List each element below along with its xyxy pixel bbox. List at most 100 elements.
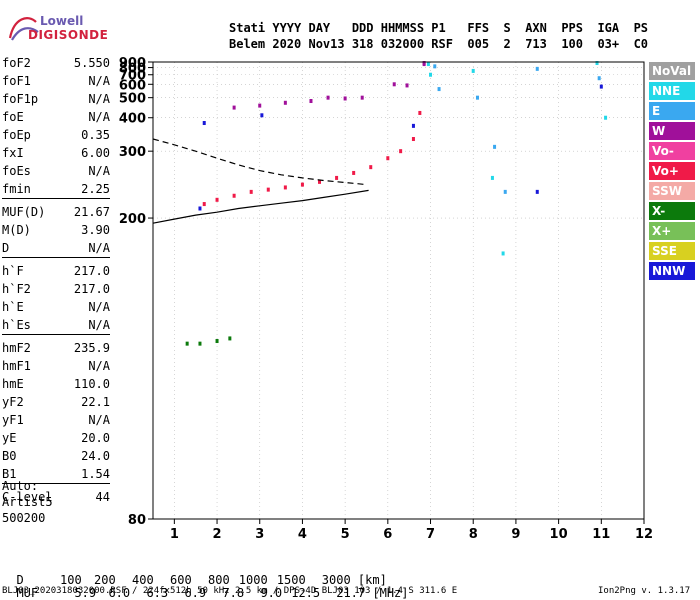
echo-point xyxy=(437,87,441,92)
param-value: N/A xyxy=(88,241,110,255)
auto-line-2: Artist5 xyxy=(2,495,53,509)
param-row: foF2 5.550 xyxy=(2,54,110,72)
param-label: foF1p xyxy=(2,92,39,106)
x-tick-label: 5 xyxy=(341,527,350,542)
y-tick-label: 80 xyxy=(128,513,146,528)
x-tick-label: 3 xyxy=(255,527,264,542)
echo-point xyxy=(422,61,426,66)
muf-value: 21.7 xyxy=(336,586,366,600)
param-value: N/A xyxy=(88,413,110,427)
param-label: h`F2 xyxy=(2,282,31,296)
param-value: 44 xyxy=(95,490,110,504)
echo-point xyxy=(501,251,505,256)
echo-point xyxy=(215,339,219,344)
footer-version: Ion2Png v. 1.3.17 xyxy=(598,586,691,596)
param-value: 6.00 xyxy=(81,146,110,160)
param-row: yE 20.0 xyxy=(2,429,110,447)
grid-lines xyxy=(153,61,645,520)
echo-point xyxy=(471,68,475,73)
echo-point xyxy=(493,144,497,149)
echo-point xyxy=(283,100,287,105)
echo-point xyxy=(369,165,373,170)
param-row: fxI 6.00 xyxy=(2,144,110,162)
auto-line-3: 500200 xyxy=(2,511,46,525)
echo-point xyxy=(595,61,599,66)
x-tick-label: 12 xyxy=(635,527,653,542)
x-tick-label: 11 xyxy=(592,527,610,542)
legend-item: SSW xyxy=(649,182,695,200)
param-row: h`F 217.0 xyxy=(2,262,110,280)
param-value: 1.54 xyxy=(81,467,110,481)
x-tick-label: 2 xyxy=(213,527,222,542)
muf-unit: [MHz] xyxy=(365,586,409,600)
param-label: foF2 xyxy=(2,56,31,70)
echo-point xyxy=(535,66,539,71)
legend-item: NNE xyxy=(649,82,695,100)
param-value: 3.90 xyxy=(81,223,110,237)
x-tick-label: 1 xyxy=(170,527,179,542)
legend-item: SSE xyxy=(649,242,695,260)
y-tick-label: 400 xyxy=(119,112,146,127)
echo-point xyxy=(352,170,356,175)
param-label: h`E xyxy=(2,300,24,314)
y-tick-label: 300 xyxy=(119,145,146,160)
param-value: 217.0 xyxy=(73,264,110,278)
param-value: N/A xyxy=(88,359,110,373)
param-row: D N/A xyxy=(2,239,110,258)
param-label: yF1 xyxy=(2,413,24,427)
echo-point xyxy=(411,123,415,128)
echo-point xyxy=(232,193,236,198)
x-tick-label: 9 xyxy=(511,527,520,542)
muf-row: MUF 5.9 6.0 6.3 6.9 7.8 9.0 12.5 21.7 [MHz] xyxy=(2,572,409,600)
param-value: 21.67 xyxy=(73,205,110,219)
param-row: MUF(D) 21.67 xyxy=(2,203,110,221)
param-row: foF1p N/A xyxy=(2,90,110,108)
echo-point xyxy=(597,76,601,81)
legend-item: X- xyxy=(649,202,695,220)
param-label: foEs xyxy=(2,164,31,178)
param-label: foF1 xyxy=(2,74,31,88)
echo-point xyxy=(300,182,304,187)
param-row: foEs N/A xyxy=(2,162,110,180)
dashed-model-curve xyxy=(152,138,367,186)
echo-point xyxy=(249,189,253,194)
echo-point xyxy=(422,62,426,67)
echo-point xyxy=(360,95,364,100)
muf-value: 9.0 xyxy=(260,586,283,600)
param-label: B0 xyxy=(2,449,17,463)
echo-point xyxy=(343,96,347,101)
param-label: foEp xyxy=(2,128,31,142)
echo-point xyxy=(399,149,403,154)
echo-point xyxy=(202,121,206,126)
y-tick-label: 200 xyxy=(119,212,146,227)
param-row: hmF1 N/A xyxy=(2,357,110,375)
solid-model-curve xyxy=(152,189,369,224)
echo-point xyxy=(405,83,409,88)
param-value: N/A xyxy=(88,92,110,106)
param-label: yE xyxy=(2,431,17,445)
param-label: yF2 xyxy=(2,395,24,409)
echo-point xyxy=(392,82,396,87)
polarization-legend: NoVal NNE E W Vo- Vo+ SSW X- X+ SSE NNW xyxy=(649,62,695,282)
x-tick-label: 7 xyxy=(426,527,435,542)
model-curves xyxy=(152,138,369,224)
echo-point xyxy=(599,84,603,89)
param-row: h`F2 217.0 xyxy=(2,280,110,298)
echo-point xyxy=(426,62,430,67)
echo-point xyxy=(490,175,494,180)
muf-value: 6.0 xyxy=(108,586,131,600)
x-tick-label: 4 xyxy=(298,527,307,542)
param-label: MUF(D) xyxy=(2,205,46,219)
param-row: foEp 0.35 xyxy=(2,126,110,144)
echo-traces xyxy=(185,61,608,346)
distance-unit: [km] xyxy=(350,573,387,587)
param-value: N/A xyxy=(88,164,110,178)
param-label: hmE xyxy=(2,377,24,391)
plot-frame xyxy=(152,61,645,520)
legend-item: NoVal xyxy=(649,62,695,80)
param-label: fmin xyxy=(2,182,31,196)
echo-point xyxy=(335,175,339,180)
autoscaling-info: Auto: Artist5 500200 xyxy=(2,478,53,526)
param-row: hmE 110.0 xyxy=(2,375,110,393)
param-label: fxI xyxy=(2,146,24,160)
